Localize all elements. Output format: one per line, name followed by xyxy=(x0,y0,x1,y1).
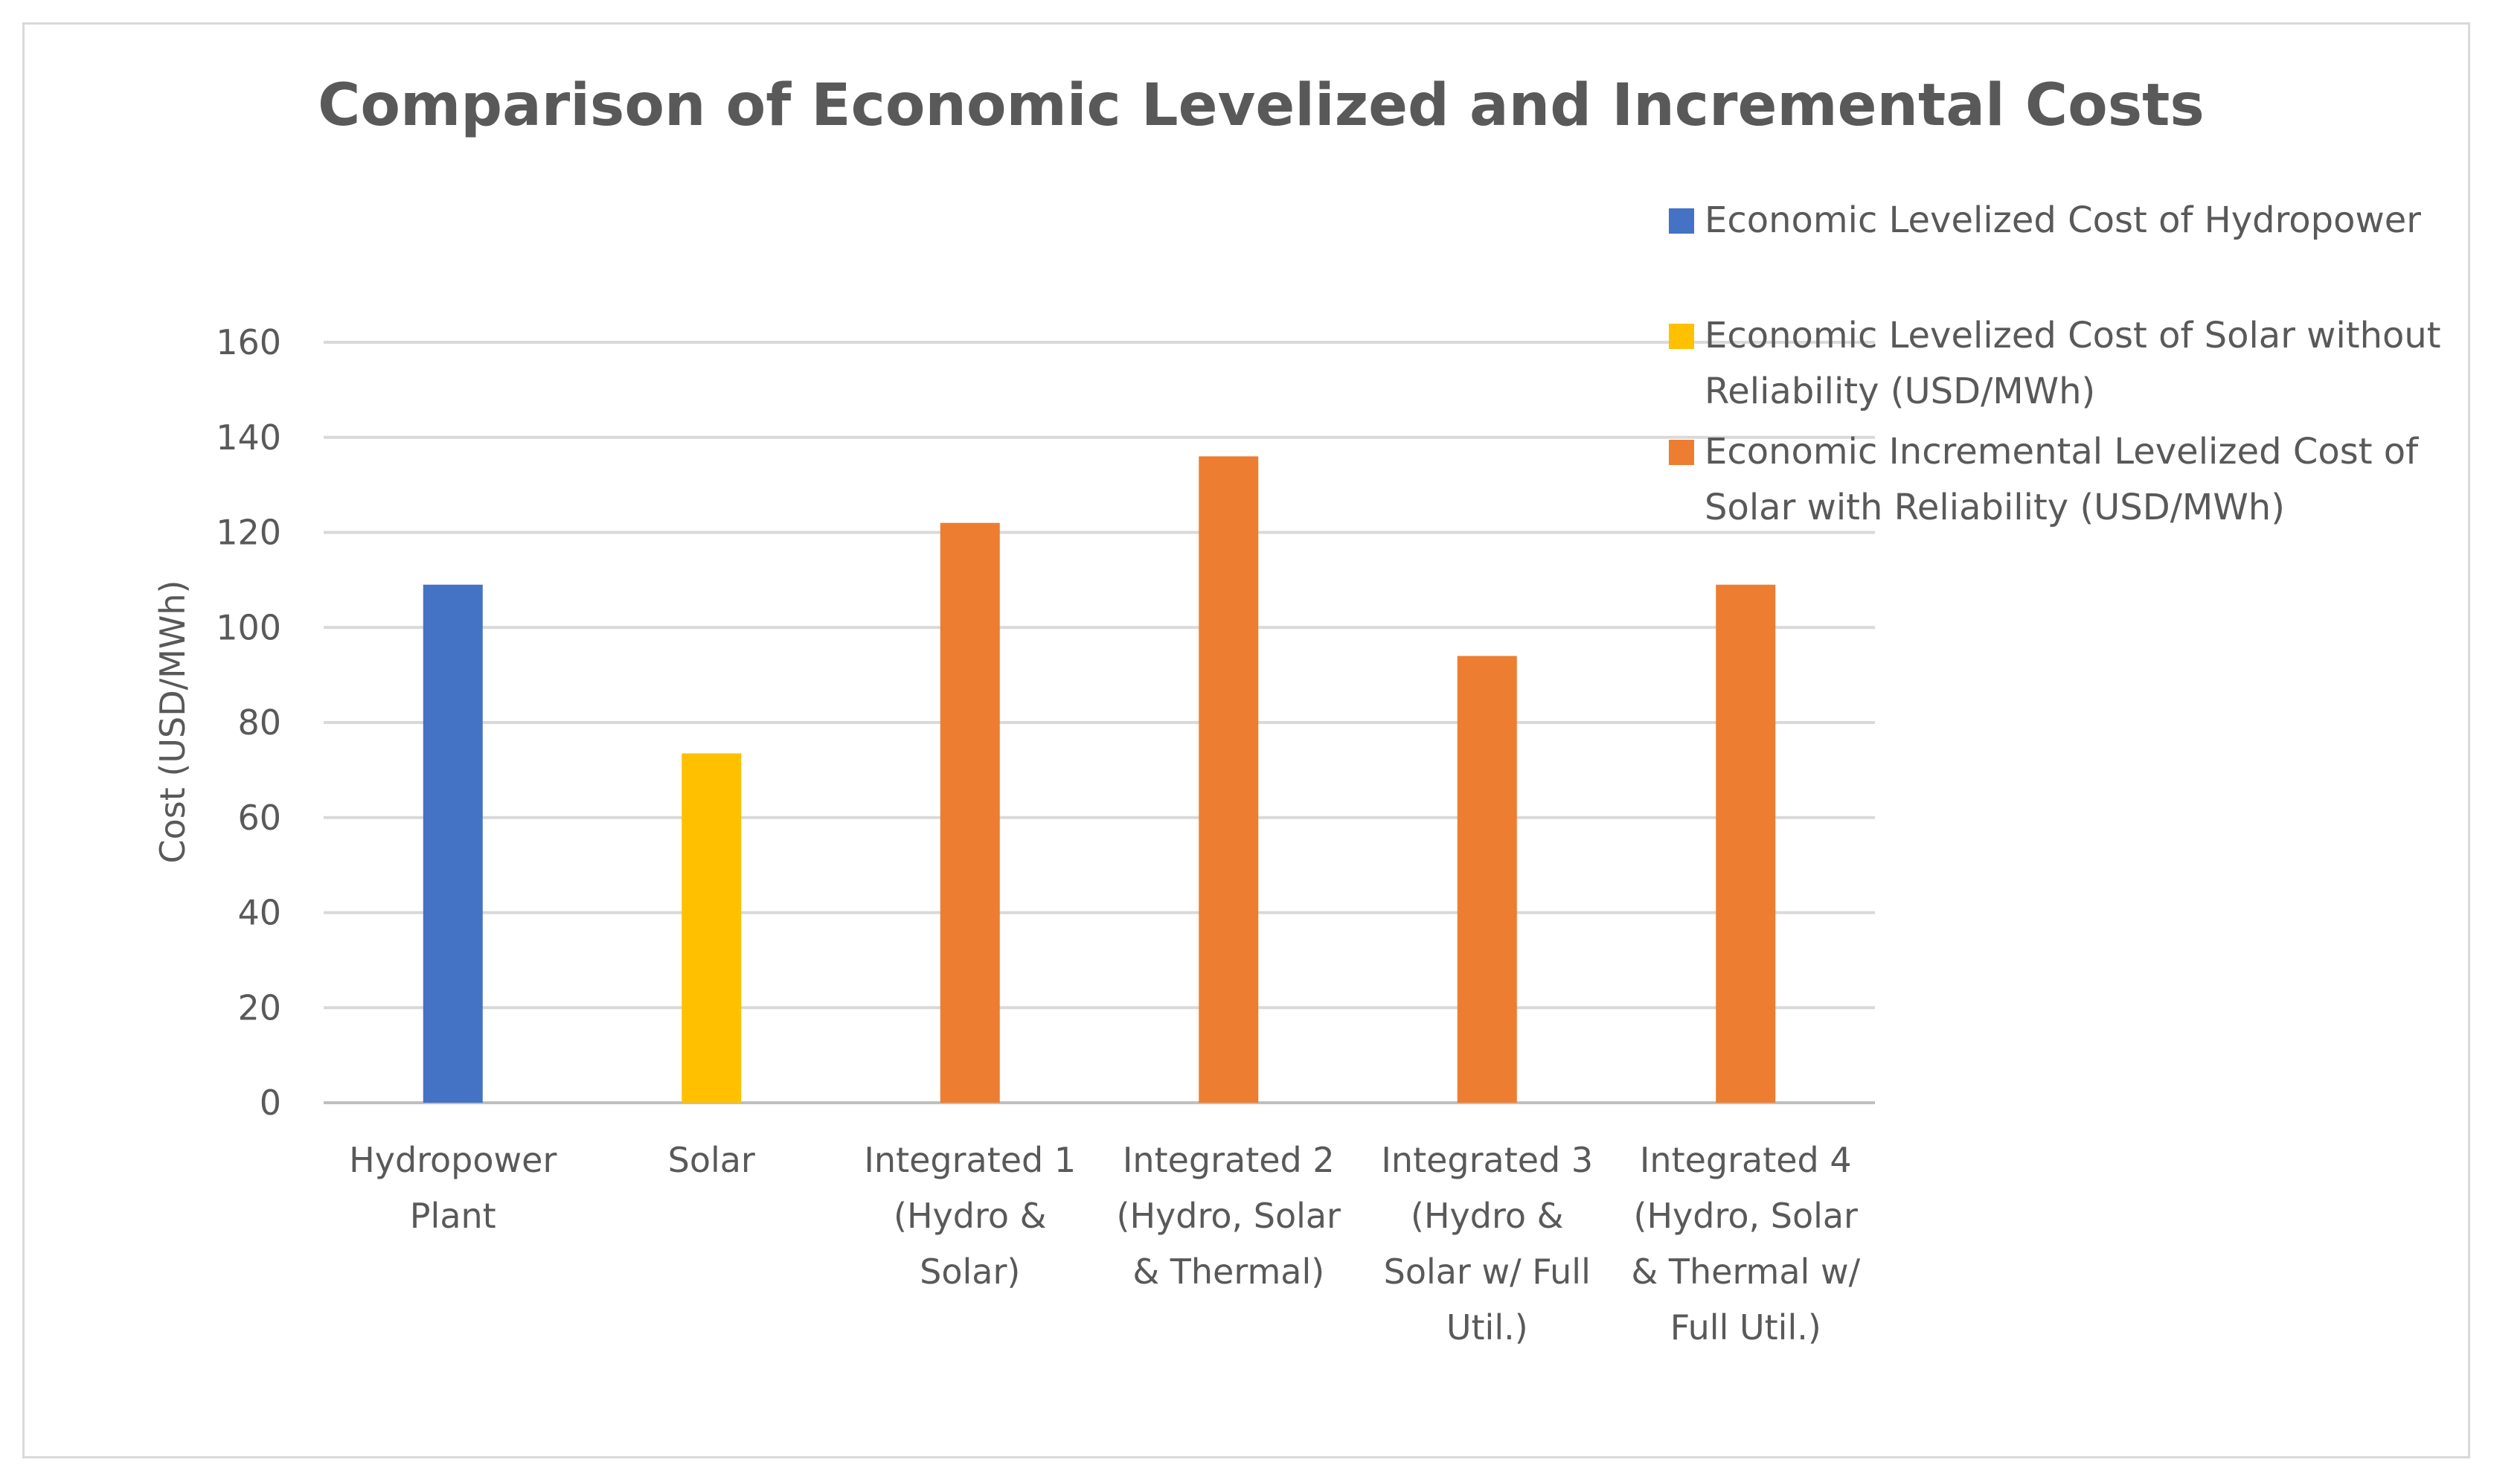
legend: Economic Levelized Cost of Hydropower Eco… xyxy=(1669,199,2441,528)
bars xyxy=(423,456,1776,1103)
x-category-label: Integrated 2 xyxy=(1123,1140,1335,1180)
y-axis-label: Cost (USD/MWh) xyxy=(153,580,193,864)
y-tick-label: 160 xyxy=(216,322,281,362)
legend-swatch xyxy=(1669,440,1694,465)
bar xyxy=(1199,456,1259,1103)
y-tick-label: 100 xyxy=(216,607,281,647)
x-category-label: Integrated 1 xyxy=(864,1140,1076,1180)
x-category-label: Util.) xyxy=(1446,1307,1528,1348)
x-category-label: Solar w/ Full xyxy=(1384,1252,1591,1292)
x-category-label: & Thermal) xyxy=(1132,1252,1324,1292)
legend-label: Solar with Reliability (USD/MWh) xyxy=(1705,487,2285,528)
x-category-label: Integrated 3 xyxy=(1381,1140,1593,1180)
x-category-label: Solar) xyxy=(920,1252,1020,1292)
x-category-label: Hydropower xyxy=(349,1140,557,1180)
y-tick-label: 0 xyxy=(260,1083,281,1123)
x-category-label: Full Util.) xyxy=(1670,1307,1821,1348)
bar xyxy=(1457,656,1517,1103)
y-tick-label: 120 xyxy=(216,513,281,553)
y-tick-label: 80 xyxy=(237,702,281,743)
x-categories: Hydropower Plant Solar Integrated 1 (Hydro &… xyxy=(349,1140,1860,1348)
gridlines xyxy=(324,341,1875,1104)
x-category-label: (Hydro, Solar xyxy=(1117,1196,1341,1236)
y-tick-label: 20 xyxy=(237,987,281,1028)
legend-swatch xyxy=(1669,208,1694,234)
bar xyxy=(423,584,483,1103)
bar xyxy=(940,522,1000,1103)
x-category-label: Solar xyxy=(668,1140,755,1180)
y-ticks: 0 20 40 60 80 100 120 140 160 xyxy=(216,322,281,1123)
x-category-label: (Hydro & xyxy=(894,1196,1047,1236)
chart-title: Comparison of Economic Levelized and Inc… xyxy=(318,72,2205,139)
y-tick-label: 60 xyxy=(237,798,281,838)
legend-label: Reliability (USD/MWh) xyxy=(1705,371,2095,412)
bar xyxy=(682,753,742,1103)
x-category-label: (Hydro & xyxy=(1411,1196,1564,1236)
y-tick-label: 40 xyxy=(237,893,281,933)
x-category-label: Plant xyxy=(410,1196,496,1236)
legend-label: Economic Incremental Levelized Cost of xyxy=(1705,431,2419,472)
x-category-label: & Thermal w/ xyxy=(1631,1252,1860,1292)
bar xyxy=(1716,584,1776,1103)
legend-label: Economic Levelized Cost of Hydropower xyxy=(1705,199,2421,241)
legend-swatch xyxy=(1669,324,1694,349)
legend-label: Economic Levelized Cost of Solar without xyxy=(1705,315,2441,356)
y-tick-label: 140 xyxy=(216,417,281,458)
x-category-label: Integrated 4 xyxy=(1640,1140,1852,1180)
x-category-label: (Hydro, Solar xyxy=(1634,1196,1859,1236)
